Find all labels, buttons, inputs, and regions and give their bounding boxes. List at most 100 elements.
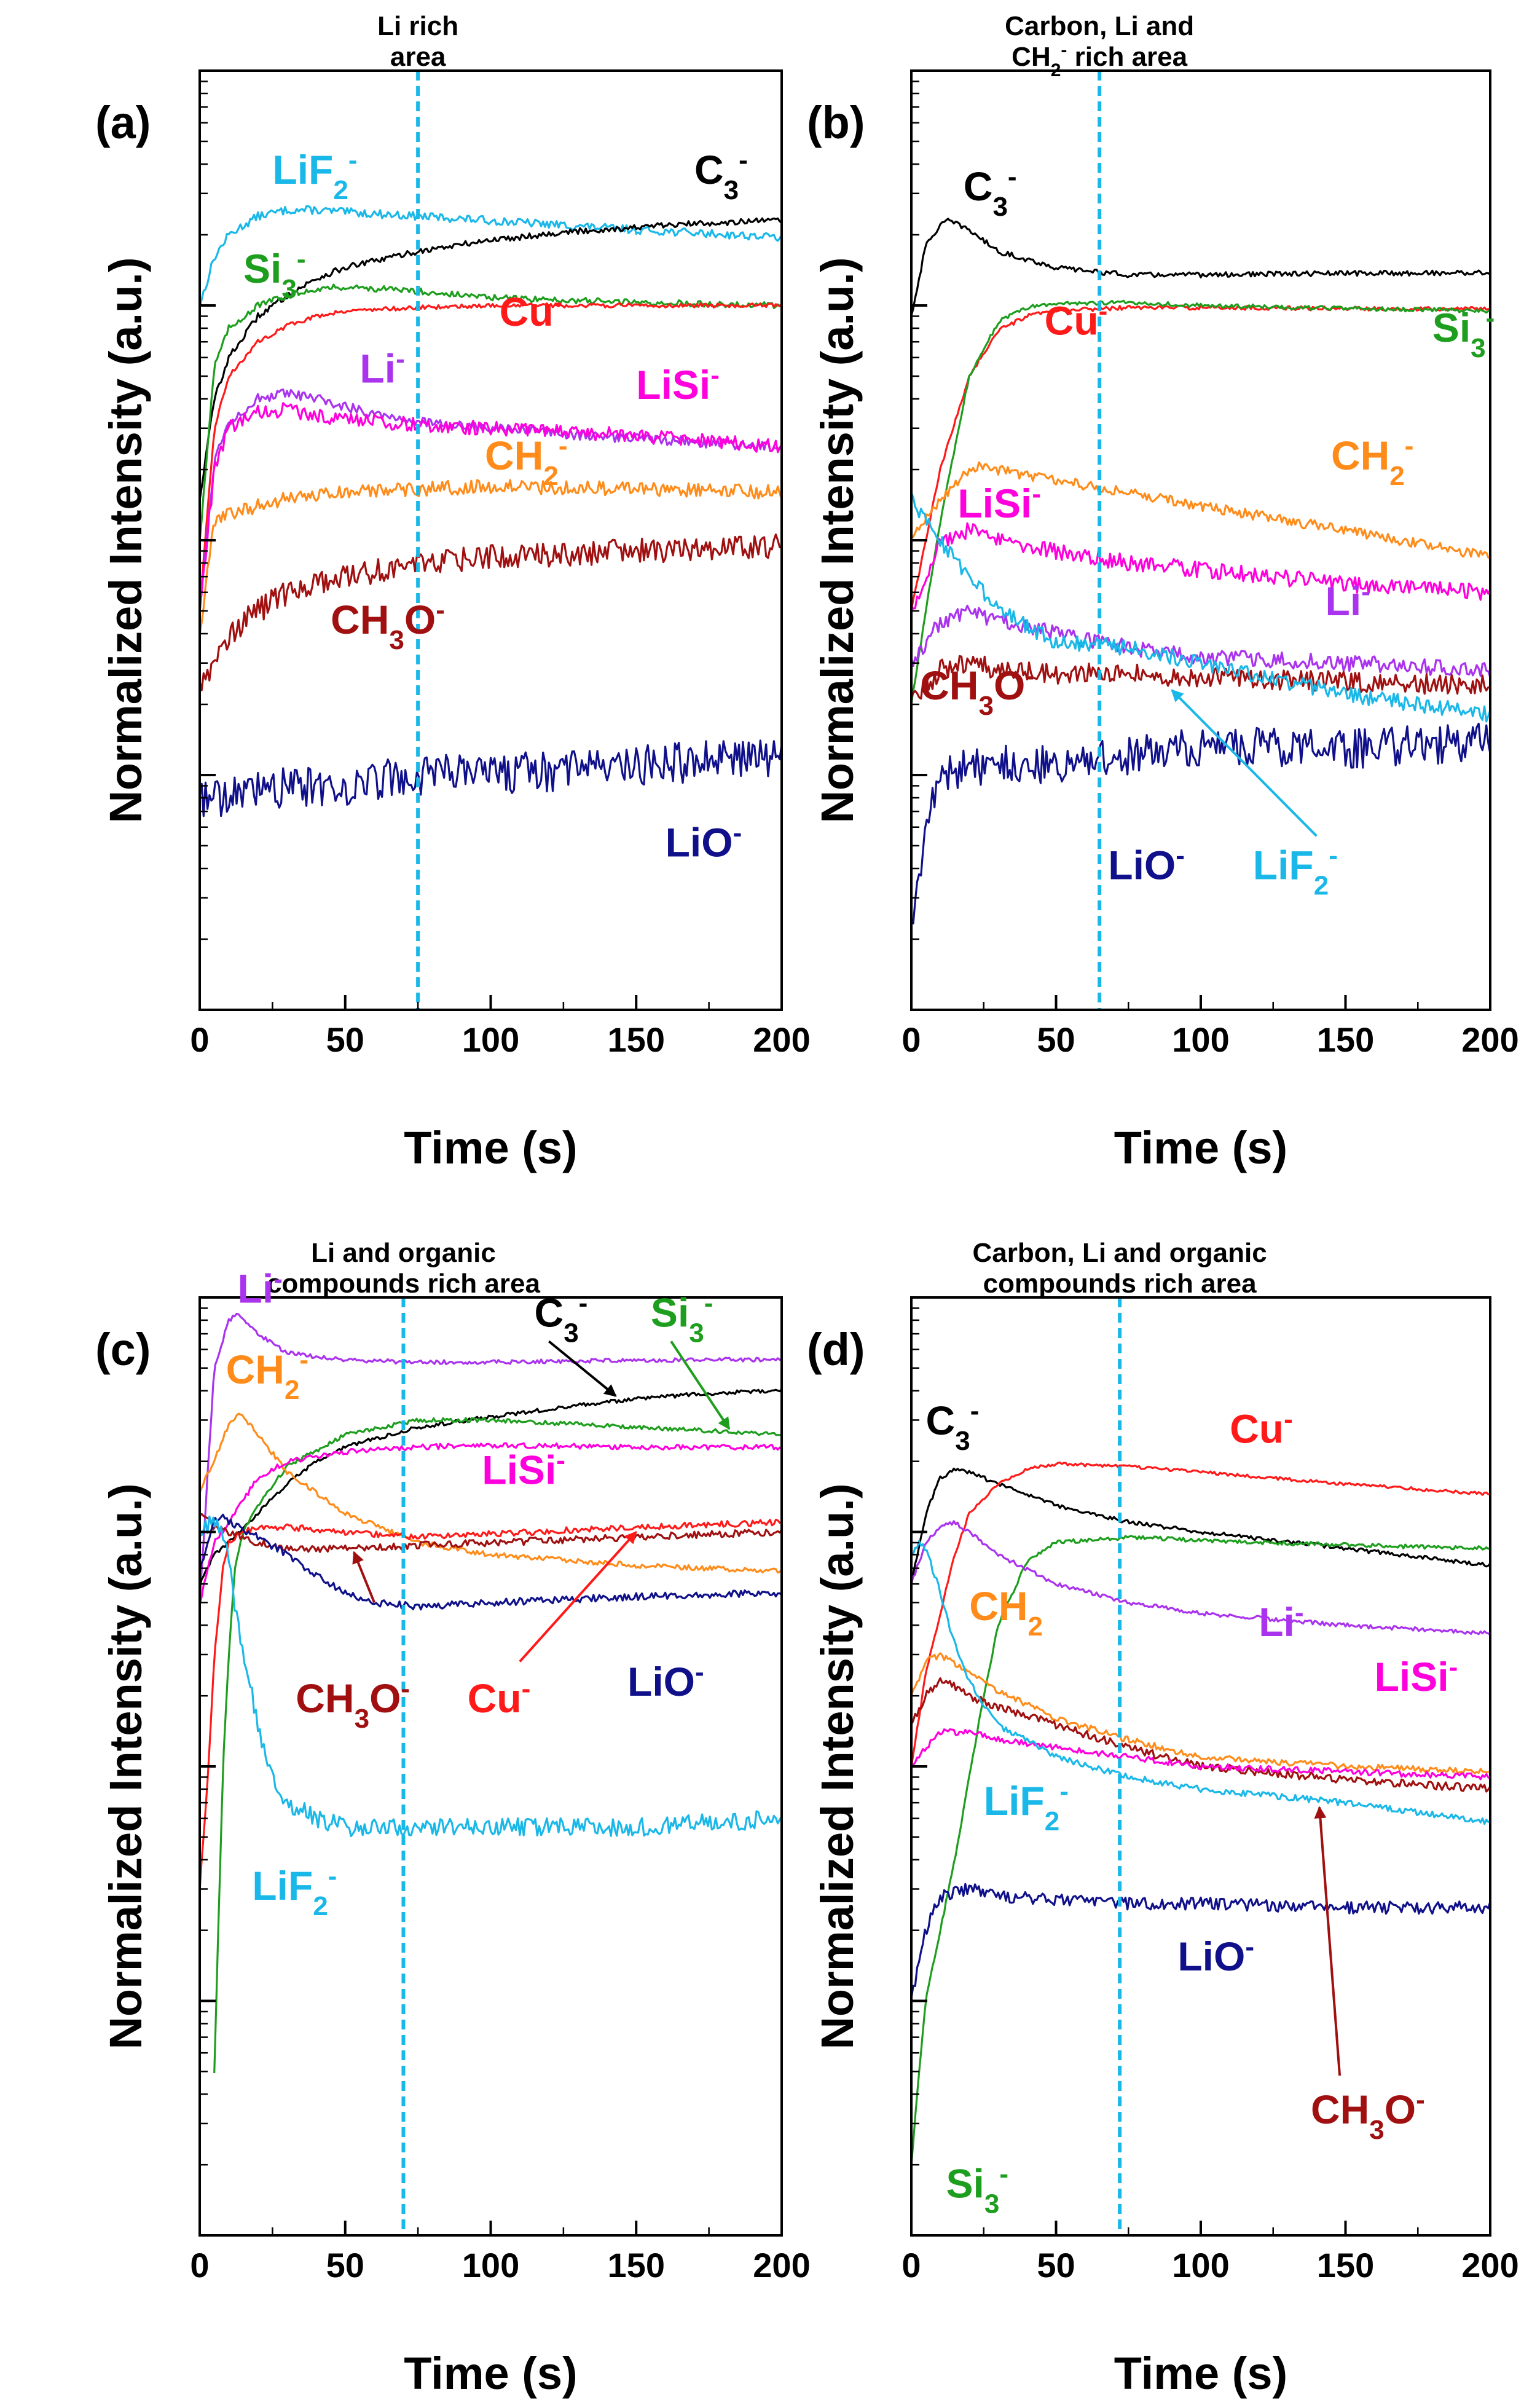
chart-b-series-c3 <box>911 218 1490 316</box>
chart-a-label-c3: C3- <box>694 144 748 205</box>
chart-d-label-c3: C3- <box>926 1396 980 1456</box>
chart-d-label-cu: Cu- <box>1230 1404 1293 1452</box>
chart-b-label-c3: C3- <box>964 162 1017 222</box>
chart-a-label-ch3o: CH3O- <box>331 595 445 655</box>
chart-d-series-cu <box>911 1462 1490 1767</box>
chart-c-series-lio <box>200 1513 782 1611</box>
chart-a-series-ch2 <box>200 479 782 635</box>
chart-c-label-lio: LiO- <box>627 1657 704 1705</box>
chart-d-xtick-label: 50 <box>1037 2246 1075 2285</box>
chart-c-arrow-cu <box>519 1531 637 1663</box>
chart-c-series-cu <box>200 1519 782 1891</box>
chart-a-series-lisi <box>200 402 782 612</box>
chart-b-x-axis-label: Time (s) <box>1114 1122 1287 1173</box>
chart-a-series-si3 <box>200 283 782 541</box>
chart-c-xtick-label: 100 <box>462 2246 519 2285</box>
chart-c-y-axis-label: Normalized Intensity (a.u.) <box>100 1483 151 2049</box>
chart-a-xtick-label: 200 <box>753 1020 810 1059</box>
chart-b-arrow-lif2 <box>1171 689 1318 837</box>
chart-d-series-c3 <box>911 1467 1490 1585</box>
chart-d-xtick-label: 200 <box>1461 2246 1518 2285</box>
chart-c-series-ch3o <box>200 1513 782 1553</box>
chart-c-plot-frame <box>198 1296 783 2237</box>
chart-d-series-lines <box>911 1462 1490 2165</box>
chart-b-label-cu: Cu- <box>1045 296 1108 344</box>
chart-c-xtick-label: 150 <box>608 2246 665 2285</box>
chart-d-label-li: Li- <box>1259 1597 1303 1645</box>
chart-b-panel-label: (b) <box>807 97 865 148</box>
chart-c-label-li: Li- <box>238 1264 283 1312</box>
chart-b-label-si3: Si3- <box>1432 303 1495 363</box>
chart-b-xtick-label: 50 <box>1037 1020 1075 1059</box>
chart-c-label-ch2: CH2- <box>226 1344 308 1404</box>
chart-b-label-ch2: CH2- <box>1331 431 1413 491</box>
chart-b-label-lisi: LiSi- <box>957 478 1041 526</box>
chart-d-label-ch2: CH2 <box>969 1583 1043 1642</box>
chart-b-label-ch3o: CH3O- <box>920 660 1034 720</box>
chart-d-series-li <box>911 1520 1490 1636</box>
chart-a-series-cu <box>200 302 782 612</box>
chart-d-label-lio: LiO- <box>1177 1931 1254 1979</box>
chart-c-series-c3 <box>200 1388 782 1586</box>
chart-c-series-lisi <box>200 1442 782 1605</box>
chart-b-series-ch3o <box>911 655 1490 700</box>
chart-a-x-axis-label: Time (s) <box>404 1122 577 1173</box>
chart-a-y-axis-label: Normalized Intensity (a.u.) <box>100 257 151 823</box>
chart-c-arrow-c3 <box>548 1340 617 1397</box>
chart-c-label-lif2: LiF2- <box>252 1860 337 1921</box>
chart-c-label-c3: C3- <box>535 1288 588 1348</box>
chart-a-xtick-label: 150 <box>608 1020 665 1059</box>
chart-panel-b: 0 50 100 150 200 Time (s) Normalized Intensity… <box>807 11 1519 1173</box>
chart-c-series-ch2 <box>200 1412 782 1574</box>
chart-c-label-ch3o: CH3O- <box>296 1674 410 1734</box>
chart-panel-d: 0 50 100 150 200 Time (s) Normalized Intensity… <box>807 1238 1519 2399</box>
chart-d-xtick-label: 0 <box>902 2246 921 2285</box>
chart-a-panel-label: (a) <box>95 97 151 148</box>
chart-b-y-axis-label: Normalized Intensity (a.u.) <box>812 257 863 823</box>
chart-a-series-lio <box>200 739 782 817</box>
chart-d-panel-label: (d) <box>807 1324 865 1375</box>
chart-c-label-lisi: LiSi- <box>482 1445 565 1493</box>
chart-a-series-li <box>200 388 782 612</box>
chart-d-label-lif2: LiF2- <box>984 1776 1069 1836</box>
chart-b-label-lio: LiO- <box>1108 840 1185 888</box>
chart-d-series-lisi <box>911 1728 1490 1781</box>
chart-a-label-lisi: LiSi- <box>636 360 720 408</box>
chart-b-region-title: Carbon, Li and CH2- rich area <box>1005 11 1194 81</box>
chart-a-series-lif2 <box>200 205 782 308</box>
chart-d-region-title: Carbon, Li and organic compounds rich are… <box>973 1238 1267 1299</box>
chart-b-series-cu <box>911 304 1490 611</box>
chart-c-series-si3 <box>213 1417 782 2074</box>
chart-b-series-lines <box>911 218 1490 924</box>
chart-a-xtick-label: 100 <box>462 1020 519 1059</box>
chart-b-xtick-label: 200 <box>1461 1020 1518 1059</box>
chart-d-xtick-label: 100 <box>1172 2246 1229 2285</box>
chart-d-series-lif2 <box>911 1540 1490 1825</box>
chart-c-arrow-ch3o <box>352 1551 375 1604</box>
chart-b-xtick-label: 0 <box>902 1020 921 1059</box>
chart-panel-c: 0 50 100 150 200 Time (s) Normalized Intensity… <box>95 1238 811 2399</box>
chart-c-xtick-label: 200 <box>753 2246 810 2285</box>
chart-d-arrow-ch3o <box>1314 1806 1342 2076</box>
chart-d-y-axis-label: Normalized Intensity (a.u.) <box>812 1483 863 2049</box>
chart-b-series-ch2 <box>911 461 1490 560</box>
chart-a-xtick-label: 0 <box>190 1020 209 1059</box>
chart-c-series-lif2 <box>200 1515 782 1838</box>
chart-b-label-li: Li- <box>1326 576 1370 624</box>
chart-a-label-li: Li- <box>359 344 404 392</box>
chart-c-arrow-si3 <box>670 1340 731 1430</box>
chart-a-xtick-label: 50 <box>326 1020 364 1059</box>
chart-a-label-si3: Si3- <box>243 243 306 304</box>
chart-c-xtick-label: 0 <box>190 2246 209 2285</box>
chart-a-region-title: Li rich area <box>377 11 458 72</box>
chart-a-label-cu: Cu- <box>500 286 563 334</box>
chart-c-xtick-label: 50 <box>326 2246 364 2285</box>
chart-c-x-axis-label: Time (s) <box>404 2348 577 2399</box>
chart-d-x-axis-label: Time (s) <box>1114 2348 1287 2399</box>
chart-d-series-lio <box>911 1883 1490 1999</box>
chart-panel-a: 0 50 100 150 200 Time (s) Normalized Intensity… <box>95 11 811 1173</box>
chart-b-series-li <box>911 604 1490 678</box>
chart-b-series-si3 <box>911 299 1490 704</box>
chart-b-label-lif2: LiF2- <box>1253 840 1338 900</box>
